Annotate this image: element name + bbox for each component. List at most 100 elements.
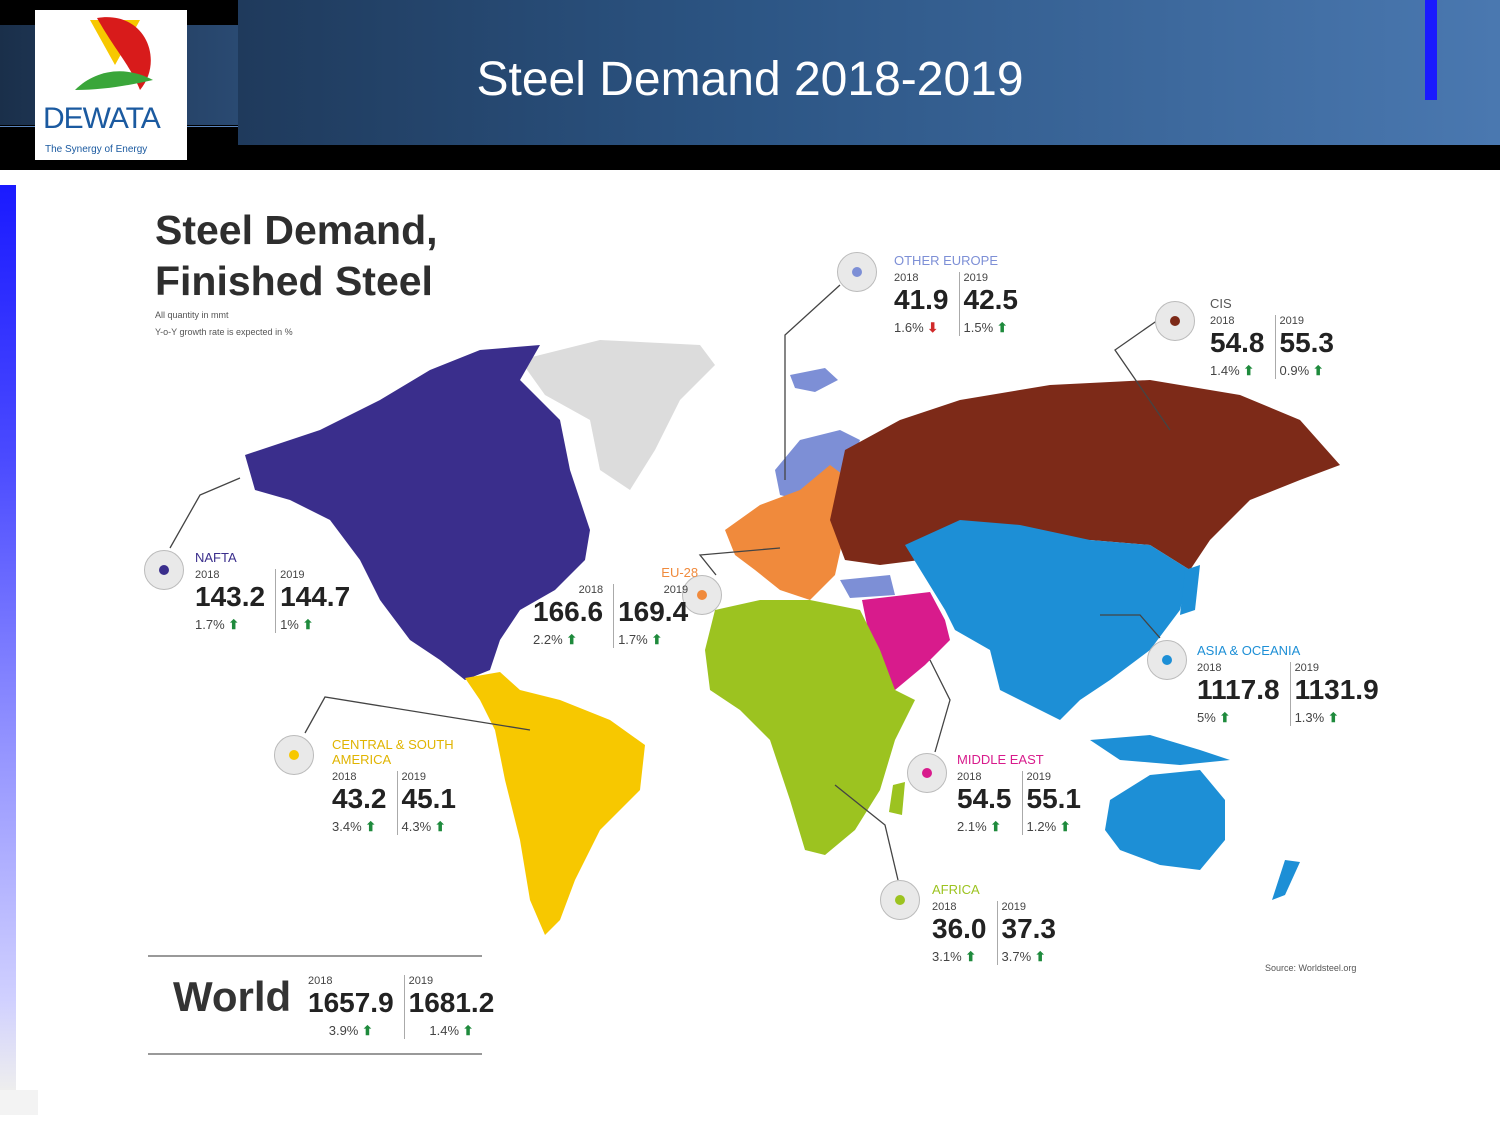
arrow-down-icon: ⬇ (927, 320, 939, 335)
logo-mark-icon (75, 17, 153, 90)
map-other-europe (775, 430, 860, 500)
leader-other-europe (784, 284, 841, 480)
map-new-zealand (1272, 860, 1300, 900)
year-label: 2018 (1210, 315, 1235, 327)
callout-middle-east: MIDDLE EAST 2018 54.5 2.1% ⬆ 2019 55.1 1.2% … (957, 752, 1091, 835)
demand-value: 1657.9 (308, 987, 394, 1018)
demand-value: 1117.8 (1197, 674, 1280, 705)
region-name: CIS (1210, 296, 1232, 311)
map-turkey (840, 575, 895, 598)
year-label: 2018 (957, 771, 982, 783)
leader-nafta (169, 477, 241, 549)
callout-cis: CIS 2018 54.8 1.4% ⬆ 2019 55.3 0.9% ⬆ (1210, 296, 1344, 379)
map-japan (1180, 565, 1200, 615)
map-greenland (520, 340, 715, 490)
arrow-up-icon: ⬆ (996, 320, 1008, 335)
year-label: 2018 (894, 272, 919, 284)
marker-eu28 (682, 575, 722, 615)
marker-nafta (144, 550, 184, 590)
map-madagascar (889, 782, 905, 815)
arrow-up-icon: ⬆ (965, 949, 977, 964)
callout-eu28: EU-28 2018 166.6 2.2% ⬆ 2019 169.4 1.7% ⬆ (533, 565, 698, 648)
region-name: NAFTA (195, 550, 237, 565)
growth-pct: 1.5% (963, 320, 994, 335)
demand-value: 54.5 (957, 783, 1012, 814)
growth-pct: 2.1% (957, 819, 987, 834)
demand-value: 45.1 (401, 783, 457, 814)
year-label: 2018 (578, 584, 604, 596)
growth-pct: 1.2% (1026, 819, 1057, 834)
slide-title: Steel Demand 2018-2019 (476, 53, 1024, 106)
map-iceland (790, 368, 838, 392)
arrow-up-icon: ⬆ (566, 632, 578, 647)
leader-lines (169, 284, 1171, 881)
demand-value: 36.0 (932, 913, 987, 944)
infographic-title-line1: Steel Demand, (155, 207, 438, 253)
marker-central-south-america (274, 735, 314, 775)
year-label: 2018 (332, 771, 357, 783)
callout-central-south-america: CENTRAL & SOUTH AMERICA 2018 43.2 3.4% ⬆ 2… (332, 737, 466, 835)
callout-africa: AFRICA 2018 36.0 3.1% ⬆ 2019 37.3 3.7% ⬆ (932, 882, 1066, 965)
demand-value: 43.2 (332, 783, 387, 814)
callout-other-europe: OTHER EUROPE 2018 41.9 1.6% ⬇ 2019 42.5 1.5%… (894, 253, 1028, 336)
demand-value: 166.6 (533, 596, 604, 627)
callout-nafta: NAFTA 2018 143.2 1.7% ⬆ 2019 144.7 1% ⬆ (195, 550, 360, 633)
leader-middle-east (929, 659, 951, 753)
note-line2: Y-o-Y growth rate is expected in % (155, 327, 293, 337)
arrow-up-icon: ⬆ (1034, 949, 1046, 964)
year-label: 2019 (1294, 662, 1320, 674)
arrow-up-icon: ⬆ (1219, 710, 1231, 725)
map-eu28 (725, 465, 850, 600)
map-asia (905, 520, 1190, 720)
growth-pct: 2.2% (533, 632, 563, 647)
year-label: 2019 (663, 584, 689, 596)
demand-value: 42.5 (963, 284, 1019, 315)
region-name: EU-28 (661, 565, 699, 580)
growth-pct: 3.9% (328, 1023, 359, 1038)
world-label: World (173, 973, 292, 1020)
growth-pct: 1.6% (894, 320, 924, 335)
demand-value: 54.8 (1210, 327, 1265, 358)
growth-pct: 1.3% (1294, 710, 1325, 725)
year-label: 2019 (408, 975, 434, 987)
region-name: OTHER EUROPE (894, 253, 999, 268)
growth-pct: 1.4% (429, 1023, 460, 1038)
slide-header: Steel Demand 2018-2019 DEWATA The Synerg… (0, 0, 1500, 170)
arrow-up-icon: ⬆ (990, 819, 1002, 834)
arrow-up-icon: ⬆ (462, 1023, 474, 1038)
demand-value: 144.7 (280, 581, 351, 612)
demand-value: 169.4 (618, 596, 689, 627)
leader-asia-oceania (1100, 614, 1161, 639)
year-label: 2018 (308, 975, 333, 987)
growth-pct: 1.7% (195, 617, 225, 632)
header-band (238, 0, 1500, 145)
arrow-up-icon: ⬆ (1059, 819, 1071, 834)
growth-pct: 3.1% (932, 949, 962, 964)
year-label: 2018 (1197, 662, 1222, 674)
map-africa (705, 600, 915, 855)
leader-eu28 (698, 547, 781, 576)
growth-pct: 3.7% (1001, 949, 1032, 964)
growth-pct: 1% (280, 617, 299, 632)
arrow-up-icon: ⬆ (362, 1023, 373, 1038)
year-label: 2019 (401, 771, 426, 783)
callout-asia-oceania: ASIA & OCEANIA 2018 1117.8 5% ⬆ 2019 1131.9… (1197, 643, 1389, 726)
source-note: Source: Worldsteel.org (1265, 963, 1357, 973)
leader-africa (834, 784, 899, 881)
year-label: 2019 (1001, 901, 1026, 913)
map-australia (1105, 770, 1225, 870)
leader-cis (1114, 319, 1171, 431)
growth-pct: 0.9% (1279, 363, 1310, 378)
arrow-up-icon: ⬆ (1312, 363, 1324, 378)
region-name: CENTRAL & SOUTH AMERICA (332, 737, 454, 767)
arrow-up-icon: ⬆ (1243, 363, 1255, 378)
logo-wordmark: DEWATA (43, 102, 161, 135)
growth-pct: 4.3% (401, 819, 432, 834)
marker-cis (1155, 301, 1195, 341)
arrow-up-icon: ⬆ (365, 819, 377, 834)
demand-value: 37.3 (1001, 913, 1057, 944)
marker-africa (880, 880, 920, 920)
world-total: World 2018 1657.9 3.9% ⬆ 2019 1681.2 1.4% ⬆ (148, 955, 494, 1055)
